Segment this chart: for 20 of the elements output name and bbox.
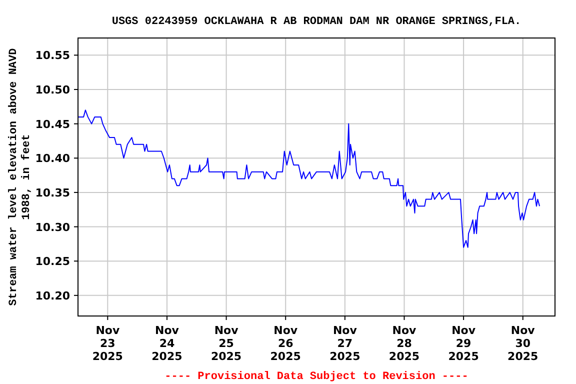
x-tick-label: Nov 28 2025 <box>388 324 420 363</box>
y-axis-title: Stream water level elevation above NAVD 1988, in feet <box>8 48 33 306</box>
x-tick-label: Nov 30 2025 <box>508 324 538 363</box>
y-tick-label: 10.30 <box>35 220 70 234</box>
y-tick-label: 10.45 <box>35 118 70 131</box>
y-tick-label: 10.20 <box>35 289 70 302</box>
x-tick-label: Nov 23 2025 <box>92 324 123 363</box>
x-tick-label: Nov 25 2025 <box>210 324 242 363</box>
x-tick-label: Nov 26 2025 <box>270 324 301 363</box>
x-tick-label: Nov 29 2025 <box>448 324 479 363</box>
line-series <box>78 110 540 248</box>
y-tick-label: 10.40 <box>35 152 70 166</box>
chart-title: USGS 02243959 OCKLAWAHA R AB RODMAN DAM NR ORANGE SPRINGS,FLA. <box>112 16 522 28</box>
y-tick-label: 10.55 <box>35 49 70 62</box>
y-tick-label: 10.50 <box>35 83 70 96</box>
y-tick-label: 10.25 <box>35 255 70 268</box>
y-tick-label: 10.35 <box>35 186 70 200</box>
x-tick-label: Nov 24 2025 <box>152 324 182 363</box>
x-tick-label: Nov 27 2025 <box>330 324 360 363</box>
text: ---- Provisional Data Subject to Revision ---- <box>164 371 468 383</box>
